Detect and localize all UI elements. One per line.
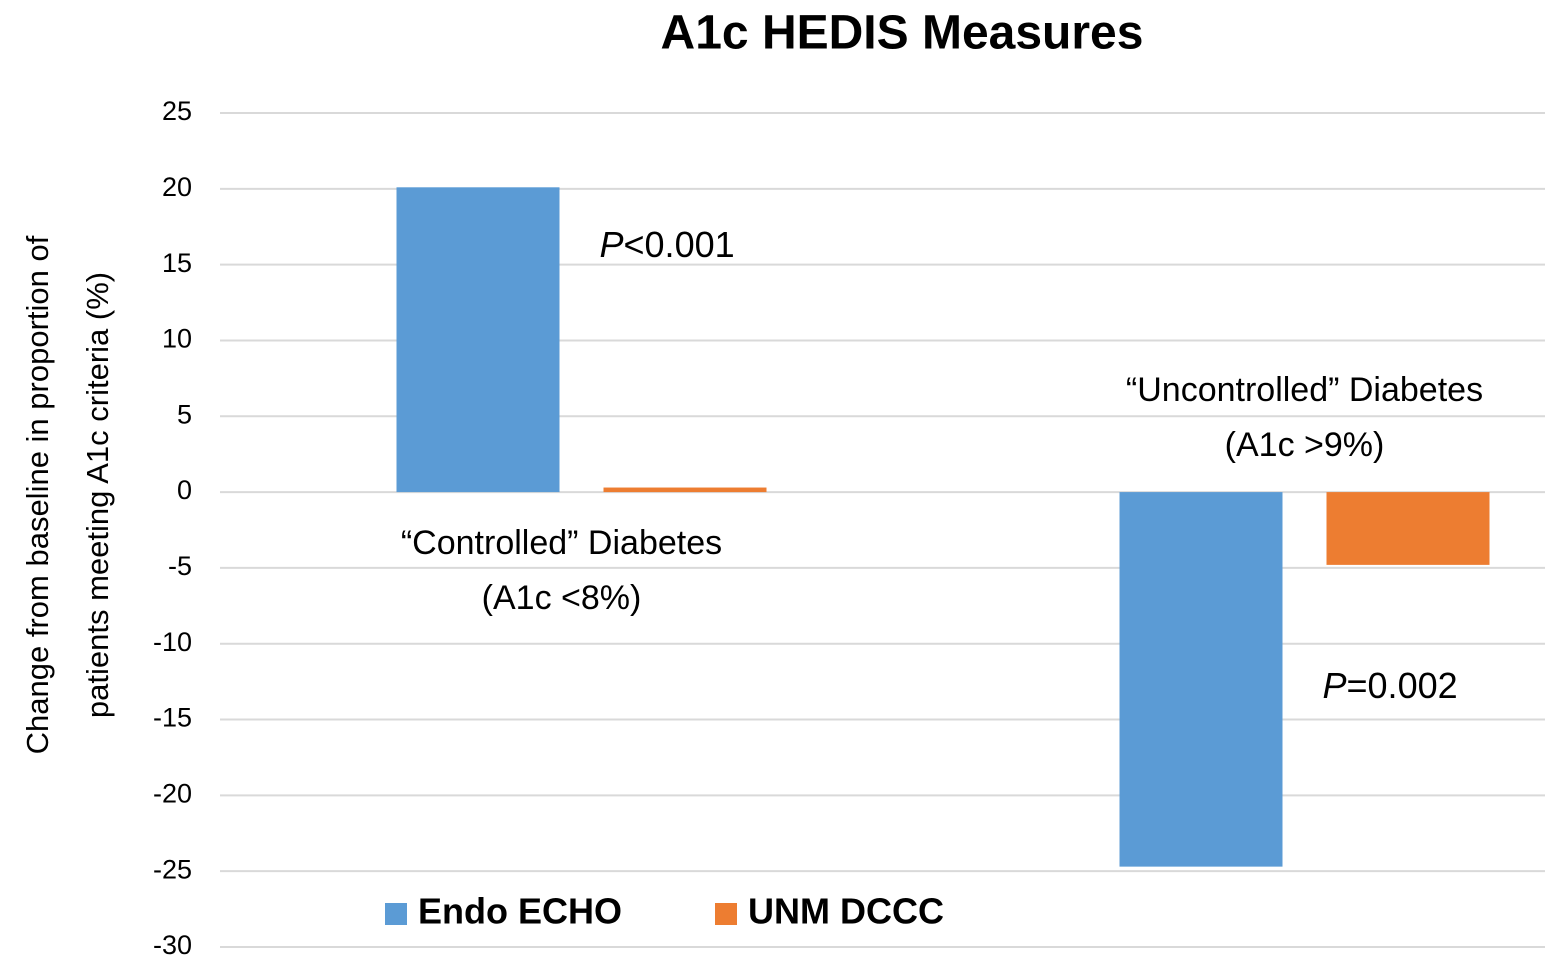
bar xyxy=(1326,492,1490,565)
y-tick-label: 20 xyxy=(162,172,192,202)
y-axis-title-line: patients meeting A1c criteria (%) xyxy=(80,272,115,718)
y-tick-label: 0 xyxy=(177,475,192,505)
y-tick-label: -25 xyxy=(153,854,192,884)
y-tick-label: -30 xyxy=(153,930,192,957)
legend-label: Endo ECHO xyxy=(418,891,622,932)
legend-swatch xyxy=(385,903,407,925)
x-tick-label: (A1c >9%) xyxy=(1225,426,1385,464)
x-tick-label: (A1c <8%) xyxy=(482,579,642,617)
y-tick-label: -5 xyxy=(168,551,192,581)
legend-swatch xyxy=(715,903,737,925)
y-tick-label: -20 xyxy=(153,778,192,808)
bar xyxy=(1119,492,1283,867)
x-tick-label: “Uncontrolled” Diabetes xyxy=(1126,371,1483,409)
annotation: P<0.001 xyxy=(600,224,735,265)
y-tick-label: 5 xyxy=(177,399,192,429)
x-tick-label: “Controlled” Diabetes xyxy=(401,524,722,562)
bar xyxy=(396,187,560,493)
y-axis-title: Change from baseline in proportion of pa… xyxy=(20,235,115,754)
y-tick-label: 15 xyxy=(162,248,192,278)
y-tick-label: 25 xyxy=(162,96,192,126)
chart-title: A1c HEDIS Measures xyxy=(661,7,1144,60)
y-tick-label: -15 xyxy=(153,703,192,733)
annotation-italic: P xyxy=(1323,665,1347,706)
annotation: P=0.002 xyxy=(1323,665,1458,706)
annotation-italic: P xyxy=(600,224,624,265)
bar xyxy=(603,487,767,493)
y-axis-title-line: Change from baseline in proportion of xyxy=(20,235,55,754)
legend-label: UNM DCCC xyxy=(748,891,944,932)
annotation-text: =0.002 xyxy=(1347,665,1458,706)
annotation-text: <0.001 xyxy=(624,224,735,265)
y-tick-label: -10 xyxy=(153,627,192,657)
y-tick-label: 10 xyxy=(162,324,192,354)
